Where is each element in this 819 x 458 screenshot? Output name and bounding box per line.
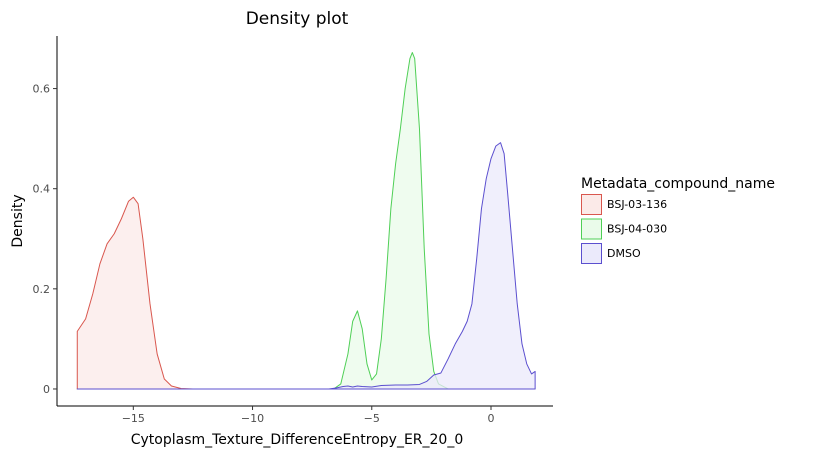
axes: −15 −10 −5 0 0 0.2 0.4 0.6: [33, 36, 553, 425]
plot-area: [76, 52, 536, 390]
x-tick-label: 0: [488, 412, 495, 425]
legend-title: Metadata_compound_name: [581, 176, 775, 192]
legend-label-bsj-03-136: BSJ-03-136: [607, 198, 667, 211]
density-area-bsj-04-030: [76, 52, 536, 390]
y-tick-label: 0.6: [33, 83, 51, 96]
density-area-dmso: [76, 142, 536, 390]
y-tick-label: 0.4: [33, 183, 51, 196]
legend-swatch-dmso: [581, 243, 602, 264]
x-tick-label: −10: [241, 412, 264, 425]
x-axis-title: Cytoplasm_Texture_DifferenceEntropy_ER_2…: [131, 432, 464, 448]
x-tick-label: −15: [122, 412, 145, 425]
chart-title: Density plot: [246, 9, 349, 29]
x-tick-label: −5: [364, 412, 380, 425]
legend-label-dmso: DMSO: [607, 247, 641, 260]
legend-label-bsj-04-030: BSJ-04-030: [607, 223, 667, 236]
density-area-bsj-03-136: [76, 196, 536, 390]
legend-swatch-bsj-03-136: [581, 194, 602, 215]
legend: Metadata_compound_name BSJ-03-136 BSJ-04-…: [581, 176, 775, 264]
legend-swatch-bsj-04-030: [581, 218, 602, 240]
y-tick-label: 0.2: [33, 283, 51, 296]
y-axis-title: Density: [10, 194, 26, 247]
y-tick-label: 0: [43, 383, 50, 396]
